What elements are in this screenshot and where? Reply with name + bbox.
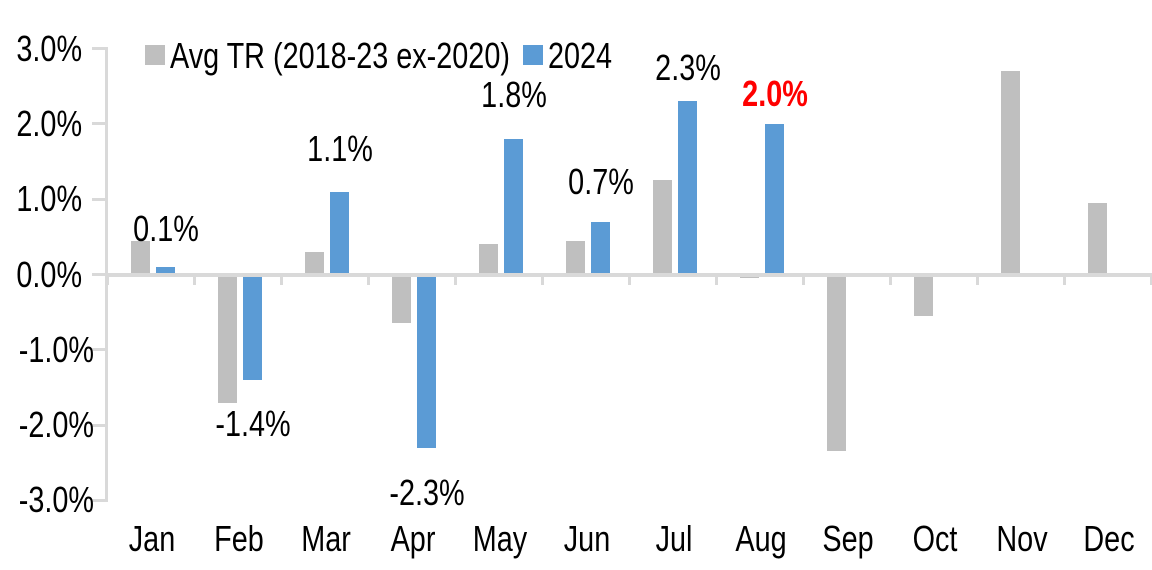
legend-swatch-2024 xyxy=(523,45,543,65)
data-label-text: 0.7% xyxy=(567,161,634,202)
y-axis-tick-label-text: 2.0% xyxy=(16,102,83,144)
x-axis-label-text: Apr xyxy=(390,518,436,559)
data-label-mar: 1.1% xyxy=(298,131,380,167)
y-axis-tick xyxy=(92,498,105,502)
data-label-feb: -1.4% xyxy=(205,406,299,442)
bar-avg-tr-nov xyxy=(1001,71,1020,275)
x-axis-label-text: May xyxy=(472,518,528,559)
y-axis-tick xyxy=(92,122,105,126)
data-label-text: 0.1% xyxy=(132,208,199,249)
x-axis-label-aug: Aug xyxy=(729,521,793,557)
bar-avg-tr-jun xyxy=(566,240,585,275)
y-axis-tick-label: 2.0% xyxy=(0,105,82,142)
bar-2024-mar xyxy=(330,191,349,275)
bar-avg-tr-jul xyxy=(653,180,672,275)
data-label-text: -1.4% xyxy=(214,403,291,444)
legend-label-2024: 2024 xyxy=(548,35,613,76)
bar-2024-jul xyxy=(678,101,697,275)
data-label-aug: 2.0% xyxy=(733,76,815,112)
y-axis-tick-label-text: 0.0% xyxy=(16,253,83,295)
y-axis-tick-label: -3.0% xyxy=(0,482,94,518)
x-axis-tick xyxy=(280,276,283,285)
legend-swatch-avg-tr xyxy=(145,45,165,65)
data-label-jul: 2.3% xyxy=(646,50,728,86)
x-axis-label-jan: Jan xyxy=(123,521,181,557)
bar-2024-feb xyxy=(243,274,262,380)
y-axis-tick-label: 1.0% xyxy=(0,181,82,217)
x-axis-label-oct: Oct xyxy=(907,521,963,557)
x-axis-label-sep: Sep xyxy=(816,521,880,557)
data-label-apr: -2.3% xyxy=(379,475,473,511)
bar-avg-tr-mar xyxy=(305,251,324,275)
x-axis-tick xyxy=(889,276,892,285)
bar-avg-tr-sep xyxy=(827,274,846,452)
bar-avg-tr-feb xyxy=(218,274,237,403)
y-axis-tick-label-text: -3.0% xyxy=(18,479,95,521)
x-axis-label-apr: Apr xyxy=(385,521,441,557)
y-axis-tick-label-text: -1.0% xyxy=(18,328,95,370)
x-axis-tick xyxy=(976,276,979,285)
data-label-may: 1.8% xyxy=(472,77,554,113)
x-axis-tick xyxy=(802,276,805,285)
x-axis-tick xyxy=(367,276,370,285)
bar-2024-aug xyxy=(765,123,784,275)
x-axis-label-may: May xyxy=(466,521,534,557)
x-axis-label-text: Jun xyxy=(563,518,611,559)
y-axis-tick-label: -1.0% xyxy=(0,331,94,368)
y-axis-tick-label: 3.0% xyxy=(0,30,82,67)
bar-avg-tr-dec xyxy=(1088,202,1107,275)
x-axis-tick xyxy=(628,276,631,285)
y-axis-tick xyxy=(92,273,105,276)
x-axis-label-text: Feb xyxy=(214,518,264,559)
x-axis-label-text: Aug xyxy=(735,518,787,559)
bar-avg-tr-oct xyxy=(914,274,933,316)
bar-avg-tr-apr xyxy=(392,274,411,324)
bar-avg-tr-may xyxy=(479,244,498,275)
bar-2024-jun xyxy=(591,221,610,275)
x-axis-label-jun: Jun xyxy=(558,521,616,557)
y-axis-tick xyxy=(92,348,105,352)
y-axis-tick xyxy=(92,197,105,201)
y-axis-tick xyxy=(92,423,105,427)
y-axis-tick-label-text: 3.0% xyxy=(16,27,83,69)
data-label-jun: 0.7% xyxy=(559,164,641,200)
data-label-text: -2.3% xyxy=(388,472,465,513)
x-axis-label-text: Jan xyxy=(128,518,176,559)
x-axis-tick xyxy=(106,276,109,285)
x-axis-tick xyxy=(541,276,544,285)
y-axis-tick-label-text: 1.0% xyxy=(16,178,83,220)
data-label-text: 2.0% xyxy=(741,73,808,114)
x-axis-label-nov: Nov xyxy=(990,521,1054,557)
x-axis-tick xyxy=(454,276,457,285)
data-label-text: 1.1% xyxy=(306,128,373,169)
data-label-text: 2.3% xyxy=(654,47,721,88)
x-axis-label-feb: Feb xyxy=(208,521,270,557)
bar-2024-may xyxy=(504,138,523,275)
x-axis-label-text: Mar xyxy=(301,518,351,559)
x-axis-zero-line xyxy=(105,272,1152,277)
x-axis-label-text: Oct xyxy=(912,518,958,559)
bar-2024-apr xyxy=(417,274,436,448)
data-label-text: 1.8% xyxy=(480,74,547,115)
x-axis-label-text: Nov xyxy=(996,518,1048,559)
x-axis-label-text: Sep xyxy=(822,518,874,559)
y-axis-tick-label: -2.0% xyxy=(0,407,94,443)
x-axis-tick xyxy=(1150,276,1152,285)
x-axis-label-text: Dec xyxy=(1083,518,1135,559)
x-axis-label-jul: Jul xyxy=(651,521,697,557)
y-axis-tick-label: 0.0% xyxy=(0,256,82,293)
bar-avg-tr-jan xyxy=(131,240,150,275)
bar-2024-jan xyxy=(156,266,175,275)
x-axis-label-mar: Mar xyxy=(295,521,357,557)
data-label-jan: 0.1% xyxy=(124,211,206,247)
y-axis-tick xyxy=(92,47,105,51)
x-axis-tick xyxy=(715,276,718,285)
x-axis-label-dec: Dec xyxy=(1077,521,1141,557)
x-axis-label-text: Jul xyxy=(655,518,693,559)
x-axis-tick xyxy=(1063,276,1066,285)
y-axis-tick-label-text: -2.0% xyxy=(18,404,95,446)
legend-label-avg-tr: Avg TR (2018-23 ex-2020) xyxy=(170,35,510,76)
x-axis-tick xyxy=(193,276,196,285)
